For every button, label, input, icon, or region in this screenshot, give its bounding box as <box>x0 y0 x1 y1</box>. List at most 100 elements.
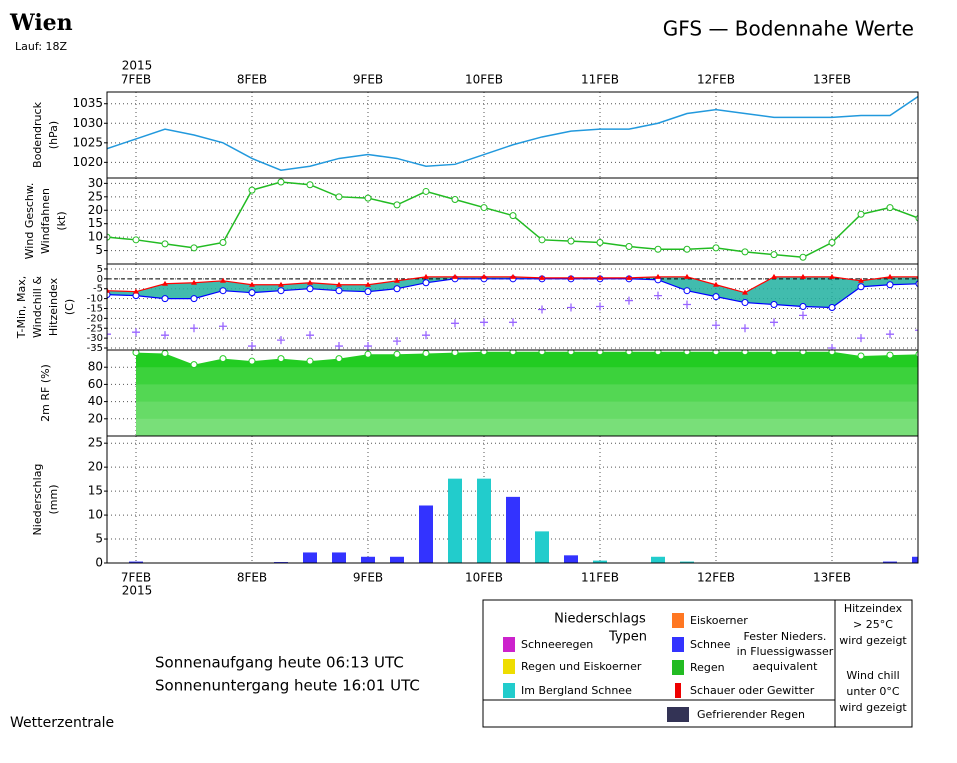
y-axis-label: 2m RF (%) <box>39 364 52 422</box>
max-marker <box>481 273 487 279</box>
legend-swatch <box>672 613 684 628</box>
windchill-marker <box>596 302 604 311</box>
min-marker <box>219 287 227 295</box>
x-tick-label-top: 9FEB <box>353 73 383 87</box>
max-marker <box>107 287 110 293</box>
y-tick-label: -35 <box>87 343 103 354</box>
bar <box>448 478 462 563</box>
max-marker <box>771 273 777 279</box>
windchill-marker <box>567 303 575 312</box>
windchill-marker <box>132 328 140 337</box>
y-tick-label: 5 <box>95 243 103 257</box>
y-tick-label: 15 <box>88 216 103 230</box>
max-marker <box>713 281 719 287</box>
windchill-marker <box>915 329 918 331</box>
bar <box>332 552 346 563</box>
marker <box>335 355 343 363</box>
marker <box>422 350 430 357</box>
y-tick-label: 1020 <box>72 155 103 169</box>
legend-swatch <box>675 683 681 698</box>
legend-heat: Hitzeindex <box>844 602 903 615</box>
marker <box>596 239 604 246</box>
sunset: Sonnenuntergang heute 16:01 UTC <box>155 677 420 695</box>
legend-heat: wird gezeigt <box>839 634 907 647</box>
legend-label: Im Bergland Schnee <box>521 684 632 697</box>
legend-label: Eiskoerner <box>690 614 748 627</box>
x-tick-label-bottom: 12FEB <box>697 571 735 585</box>
windchill-marker <box>451 319 459 328</box>
marker <box>741 350 749 356</box>
max-marker <box>249 281 255 287</box>
legend-heat: > 25°C <box>853 618 893 631</box>
max-marker <box>423 273 429 279</box>
bar <box>651 556 665 563</box>
windchill-marker <box>480 318 488 327</box>
y-tick-label: 1030 <box>72 116 103 130</box>
max-marker <box>336 281 342 287</box>
panel: Niederschlag (mm) 0 5 10 15 20 25 <box>31 435 919 570</box>
legend-chill: unter 0°C <box>846 685 900 698</box>
marker <box>567 237 575 245</box>
band <box>136 418 918 436</box>
marker <box>277 355 285 363</box>
panel: T-Min, Max, Windchill & Hitzeindex (C)50-5-… <box>15 263 919 354</box>
windchill-marker <box>306 331 314 340</box>
marker <box>480 204 488 212</box>
max-marker <box>162 280 168 286</box>
x-tick-label-top: 12FEB <box>697 73 735 87</box>
windchill-marker <box>335 342 343 350</box>
marker <box>364 194 372 202</box>
plot <box>107 178 918 261</box>
legend-label: Gefrierender Regen <box>697 708 805 721</box>
y-tick-label: 1025 <box>72 135 103 149</box>
y-tick-label: 15 <box>88 484 103 498</box>
max-marker <box>307 279 313 285</box>
min-marker <box>741 299 749 307</box>
y-axis-label: T-Min, Max, <box>15 276 28 339</box>
windchill-marker <box>422 331 430 340</box>
max-marker <box>858 277 864 283</box>
windchill-marker <box>219 322 227 331</box>
marker <box>248 186 256 194</box>
min-marker <box>306 285 314 293</box>
marker <box>248 357 256 365</box>
plot <box>129 478 918 563</box>
marker <box>567 350 575 356</box>
marker <box>683 245 691 253</box>
y-tick-label: -20 <box>87 313 103 324</box>
marker <box>306 357 314 365</box>
y-axis-label: Wind Geschw. <box>23 183 36 260</box>
line <box>107 95 918 171</box>
legend-swatch <box>503 659 515 674</box>
marker <box>799 253 807 261</box>
marker <box>219 239 227 246</box>
bar <box>361 556 375 563</box>
marker <box>335 193 343 201</box>
y-tick-label: 20 <box>88 411 103 425</box>
x-tick-label-bottom: 11FEB <box>581 571 619 585</box>
max-marker <box>394 277 400 283</box>
marker <box>770 350 778 356</box>
y-tick-label: 20 <box>88 203 103 217</box>
marker <box>538 236 546 244</box>
y-tick-label: 0 <box>95 556 103 570</box>
marker <box>393 350 401 358</box>
y-axis-label: Niederschlag <box>31 464 44 536</box>
max-marker <box>887 273 893 279</box>
y-tick-label: -10 <box>87 294 103 305</box>
marker <box>828 350 836 356</box>
min-marker <box>190 295 198 303</box>
legend-swatch <box>672 637 684 652</box>
legend-label: Schauer oder Gewitter <box>690 684 815 697</box>
panel-frame <box>106 435 919 564</box>
windchill-marker <box>712 321 720 330</box>
min-marker <box>915 280 918 288</box>
marker <box>451 350 459 357</box>
y-tick-label: 5 <box>95 532 103 546</box>
legend-swatch <box>503 683 515 698</box>
marker <box>538 350 546 356</box>
y-tick-label: 10 <box>88 230 103 244</box>
bar <box>506 496 520 563</box>
marker <box>654 245 662 253</box>
